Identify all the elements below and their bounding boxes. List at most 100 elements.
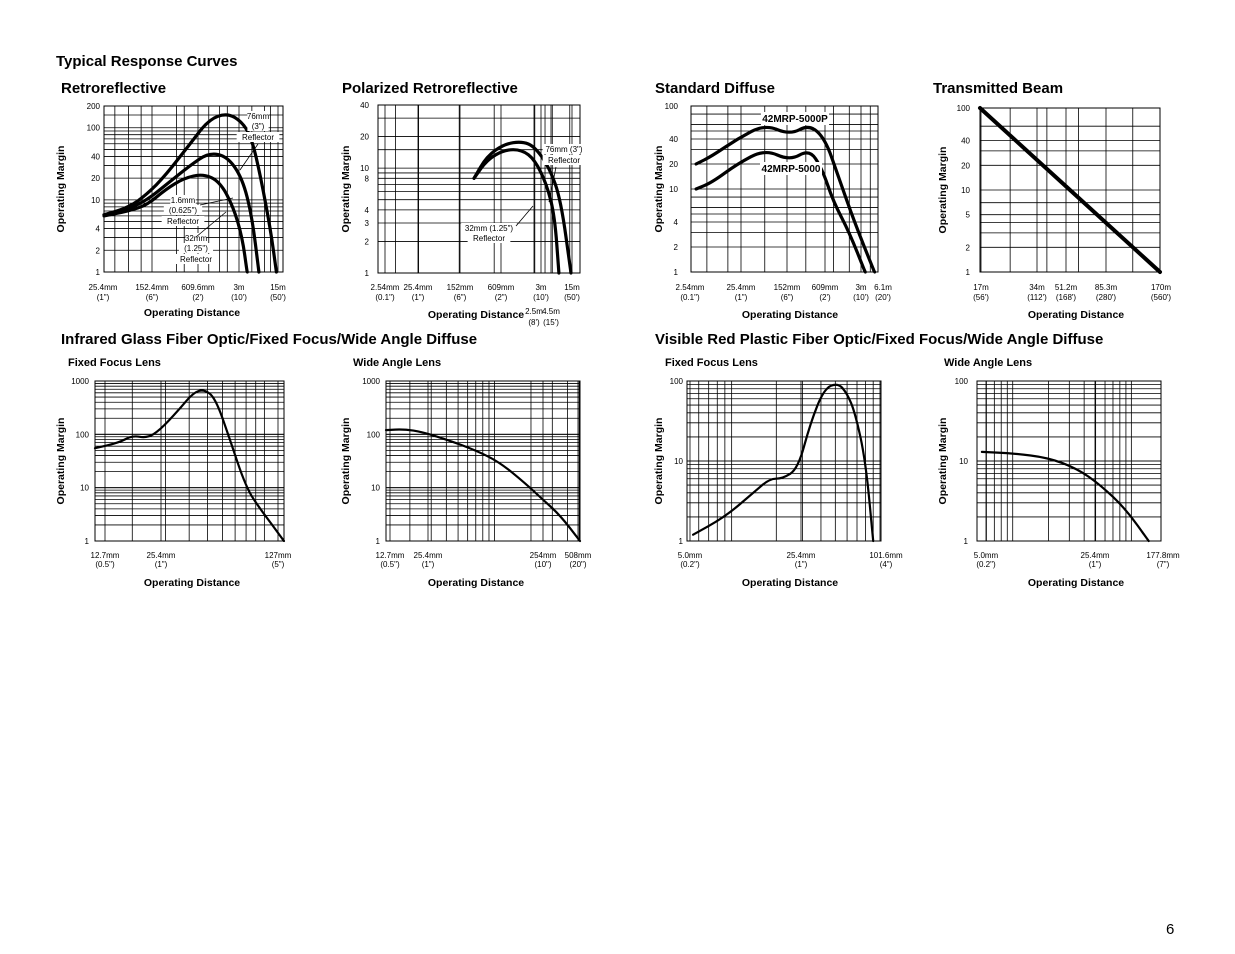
y-tick-label: 2 [674,243,679,252]
y-tick-label: 20 [961,161,970,170]
annotation-text: Reflector [167,217,199,226]
y-tick-label: 100 [87,124,101,133]
annotation-bg [467,233,511,243]
x-tick-label: 85.3m [1095,283,1118,292]
plot-frame [385,380,581,542]
x-axis-label: Operating Distance [1028,309,1124,321]
y-axis-label: Operating Margin [55,418,67,505]
y-axis-label: Operating Margin [653,418,665,505]
annotation-leader [199,197,234,206]
series-line-diffuse-0 [694,125,877,274]
annotation-bg [163,205,203,215]
plot-frame [686,380,882,542]
y-tick-label: 1 [679,537,684,546]
x-axis-label: Operating Distance [144,307,240,319]
series-label-bg [760,112,830,125]
series-label-bg [760,162,822,175]
chart-polar: 1 2 3 4 810 20 40 2.54mm(0.1") 25.4mm(1") 152mm(6… [340,101,581,327]
series-label: 42MRP-5000 [762,164,821,175]
chart-diffuse: 1241020401002.54mm(0.1")25.4mm(1")152mm(… [653,102,892,321]
x-axis-label: Operating Distance [144,577,240,589]
x-tick-label: (0.2") [976,560,996,569]
y-axis-label: Operating Margin [937,147,949,234]
annotation-leader [239,143,259,171]
x-tick-label: 609.6mm [181,283,215,292]
x-tick-label: 25.4mm [147,551,176,560]
x-tick-label: 5.0mm [974,551,999,560]
chart-vis_wa: 1 10 100 5.0mm(0.2") 25.4mm(1") 177.8mm(7") Op… [937,377,1180,589]
y-tick-label: 8 [365,174,370,183]
y-axis-label: Operating Margin [55,146,67,233]
x-tick-label: 2.5m [525,307,543,316]
x-tick-label: (10') [853,293,869,302]
annotation-leader [548,166,557,203]
x-tick-label: 6.1m [874,283,892,292]
x-tick-label: (1") [97,293,110,302]
y-tick-label: 1 [674,268,679,277]
chart-title-beam: Transmitted Beam [933,80,1064,97]
x-tick-label: 254mm [530,551,557,560]
y-tick-label: 1 [376,537,381,546]
y-tick-label: 2 [365,237,370,246]
x-tick-label: (560') [1151,293,1172,302]
y-tick-label: 100 [955,377,969,386]
annotation-bg [170,195,196,205]
series-line-retro-1 [102,113,278,274]
series-line-retro-0 [102,152,261,274]
x-tick-label: (0.1") [375,293,395,302]
series-line-polar-1 [472,140,573,275]
x-tick-label: 152mm [774,283,801,292]
x-tick-label: 152mm [447,283,474,292]
x-tick-label: (1") [795,560,808,569]
x-tick-label: 3m [855,283,866,292]
series-line-vis_ff-0 [692,383,875,543]
x-tick-label: 51.2m [1055,283,1078,292]
x-axis-label: Operating Distance [428,577,524,589]
x-tick-label: 3m [535,283,546,292]
series-line-beam-0 [978,106,1162,274]
y-axis-label: Operating Margin [340,418,352,505]
x-tick-label: 152.4mm [135,283,169,292]
x-tick-label: 101.6mm [869,551,903,560]
chart-title-retro: Retroreflective [61,80,167,97]
y-tick-label: 4 [365,206,370,215]
x-tick-label: (56') [973,293,989,302]
y-tick-label: 40 [91,152,100,161]
y-tick-label: 4 [674,218,679,227]
x-tick-label: 2.54mm [371,283,400,292]
chart-vis_ff: 1 10 100 5.0mm(0.2") 25.4mm(1") 101.6mm(4") Op… [653,377,903,589]
y-tick-label: 100 [665,102,679,111]
y-tick-label: 10 [674,457,683,466]
x-axis-label: Operating Distance [742,577,838,589]
annotation-text: (3") [252,122,265,131]
plot-frame [103,105,284,273]
y-tick-label: 10 [91,196,100,205]
x-tick-label: 25.4mm [727,283,756,292]
y-axis-label: Operating Margin [340,146,352,233]
x-tick-label: 25.4mm [414,551,443,560]
x-tick-label: (1") [1089,560,1102,569]
plot-frame [976,380,1162,542]
x-tick-label: (10') [231,293,247,302]
y-tick-label: 10 [961,186,970,195]
y-tick-label: 1000 [71,377,89,386]
x-tick-label: (6") [781,293,794,302]
series-line-vis_wa-0 [980,450,1150,543]
chart-title-diffuse: Standard Diffuse [655,80,776,97]
y-tick-label: 2 [966,243,971,252]
series-line-retro-2 [102,173,249,274]
x-tick-label: 25.4mm [1081,551,1110,560]
y-axis-label: Operating Margin [653,146,665,233]
annotation-bg [185,233,207,243]
y-tick-label: 1 [365,269,370,278]
chart-title-vis-wide: Wide Angle Lens [944,357,1033,369]
y-tick-label: 100 [76,430,90,439]
y-tick-label: 10 [959,457,968,466]
y-tick-label: 20 [360,133,369,142]
annotation-bg [161,216,205,226]
y-tick-label: 10 [360,164,369,173]
x-tick-label: (1") [155,560,168,569]
x-tick-label: (1") [412,293,425,302]
annotation-text: (0.625") [169,206,198,215]
